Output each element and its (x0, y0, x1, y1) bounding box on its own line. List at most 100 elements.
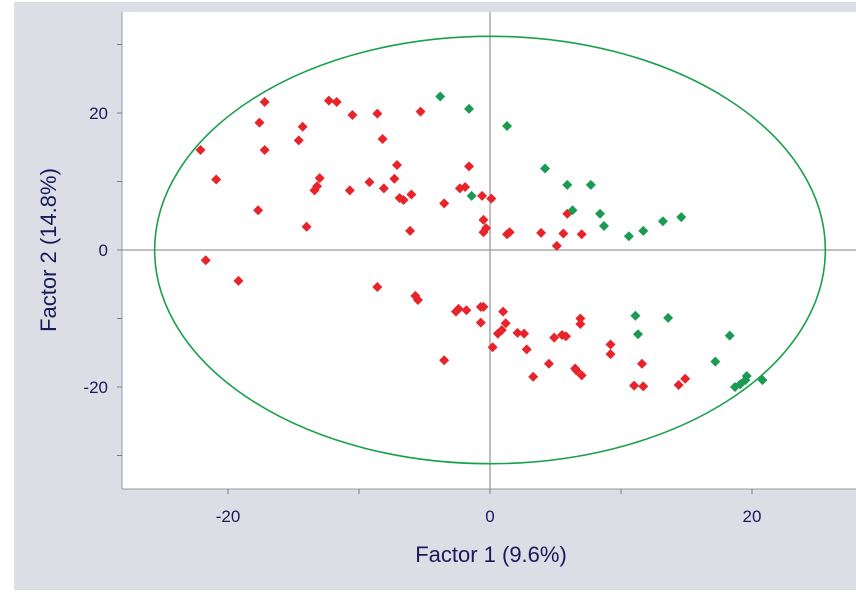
data-point-s1-3 (211, 174, 222, 185)
data-point-s2-7 (567, 205, 578, 216)
x-axis-label: Factor 1 (9.6%) (415, 542, 567, 567)
data-point-s1-66 (560, 331, 571, 342)
data-point-s2-10 (598, 221, 609, 232)
data-point-s1-20 (372, 281, 383, 292)
data-point-s1-25 (391, 160, 402, 171)
data-point-s1-13 (312, 181, 323, 192)
data-point-s1-53 (500, 318, 511, 329)
data-point-s1-58 (521, 344, 532, 355)
data-point-s1-1 (195, 144, 206, 155)
data-point-s1-59 (528, 371, 539, 382)
data-point-s2-17 (676, 212, 687, 223)
data-point-s1-32 (415, 106, 426, 117)
data-point-s1-6 (254, 117, 265, 128)
data-point-s2-13 (633, 329, 644, 340)
data-point-s1-15 (323, 95, 334, 106)
x-tick-label-20: 20 (743, 507, 762, 526)
data-point-s2-11 (623, 231, 634, 242)
data-points-layer (195, 91, 768, 392)
y-tick-label-20: 20 (89, 104, 108, 123)
confidence-ellipse (153, 35, 827, 465)
data-point-s1-21 (372, 108, 383, 119)
data-point-s1-74 (605, 339, 616, 350)
data-point-s1-19 (364, 177, 375, 188)
data-point-s1-73 (576, 229, 587, 240)
data-point-s1-45 (478, 214, 489, 225)
axis-ticks-layer: -20 0 20 20 0 -20 (83, 44, 762, 526)
data-point-s1-55 (504, 227, 515, 238)
data-point-s1-76 (629, 380, 640, 391)
y-tick-label-0: 0 (99, 241, 108, 260)
data-point-s1-77 (636, 358, 647, 369)
data-point-s2-4 (502, 121, 513, 132)
data-point-s1-60 (536, 227, 547, 238)
data-point-s2-12 (630, 310, 641, 321)
data-point-s1-49 (487, 342, 498, 353)
data-point-s2-3 (466, 190, 477, 201)
data-point-s1-72 (576, 370, 587, 381)
data-point-s1-41 (475, 317, 486, 328)
data-point-s2-24 (757, 375, 768, 386)
data-point-s1-24 (389, 173, 400, 184)
confidence-ellipse-layer (153, 35, 827, 465)
reference-lines (122, 12, 856, 489)
data-point-s1-71 (575, 318, 586, 329)
data-point-s2-19 (724, 330, 735, 341)
data-point-s2-5 (540, 163, 551, 174)
data-point-s1-29 (406, 189, 417, 200)
data-point-s1-61 (543, 358, 554, 369)
data-point-s1-22 (377, 134, 388, 145)
data-point-s1-48 (486, 193, 497, 204)
data-point-s2-9 (595, 208, 606, 219)
data-point-s1-31 (412, 295, 423, 306)
data-point-s1-56 (512, 327, 523, 338)
data-point-s1-69 (571, 365, 582, 376)
data-point-s1-80 (680, 373, 691, 384)
data-point-s2-2 (464, 103, 475, 114)
data-point-s1-9 (293, 135, 304, 146)
data-point-s1-34 (439, 198, 450, 209)
data-point-s2-8 (585, 179, 596, 190)
data-point-s2-14 (638, 225, 649, 236)
data-point-s1-28 (405, 225, 416, 236)
data-point-s1-63 (551, 240, 562, 251)
data-point-s2-23 (741, 371, 752, 382)
data-point-s1-33 (439, 355, 450, 366)
y-axis-label: Factor 2 (14.8%) (36, 168, 61, 332)
data-point-s1-17 (344, 185, 355, 196)
data-point-s2-6 (562, 179, 573, 190)
data-point-s1-70 (575, 313, 586, 324)
data-point-s1-11 (301, 221, 312, 232)
data-point-s1-27 (398, 194, 409, 205)
data-point-s1-47 (481, 223, 492, 234)
data-point-s1-44 (477, 190, 488, 201)
y-tick-label--20: -20 (83, 378, 108, 397)
data-point-s1-62 (549, 332, 560, 343)
data-point-s1-36 (453, 303, 464, 314)
data-point-s1-65 (558, 228, 569, 239)
data-point-s1-7 (259, 144, 270, 155)
data-point-s1-4 (233, 275, 244, 286)
data-point-s2-15 (657, 216, 668, 227)
data-point-s1-5 (253, 205, 264, 216)
data-point-s1-14 (314, 173, 325, 184)
data-point-s1-51 (496, 325, 507, 336)
data-point-s1-39 (461, 305, 472, 316)
data-point-s2-1 (435, 91, 446, 102)
x-tick-label--20: -20 (216, 507, 241, 526)
data-point-s1-52 (498, 306, 509, 317)
data-point-s1-23 (378, 183, 389, 194)
data-point-s1-79 (673, 379, 684, 390)
data-point-s1-57 (519, 328, 530, 339)
data-point-s1-75 (605, 349, 616, 360)
x-tick-label-0: 0 (485, 507, 494, 526)
data-point-s1-2 (200, 255, 211, 266)
data-point-s2-16 (663, 312, 674, 323)
data-point-s1-40 (464, 161, 475, 172)
data-point-s1-10 (297, 121, 308, 132)
data-point-s1-18 (347, 110, 358, 121)
data-point-s2-18 (710, 356, 721, 367)
data-point-s1-78 (638, 381, 649, 392)
